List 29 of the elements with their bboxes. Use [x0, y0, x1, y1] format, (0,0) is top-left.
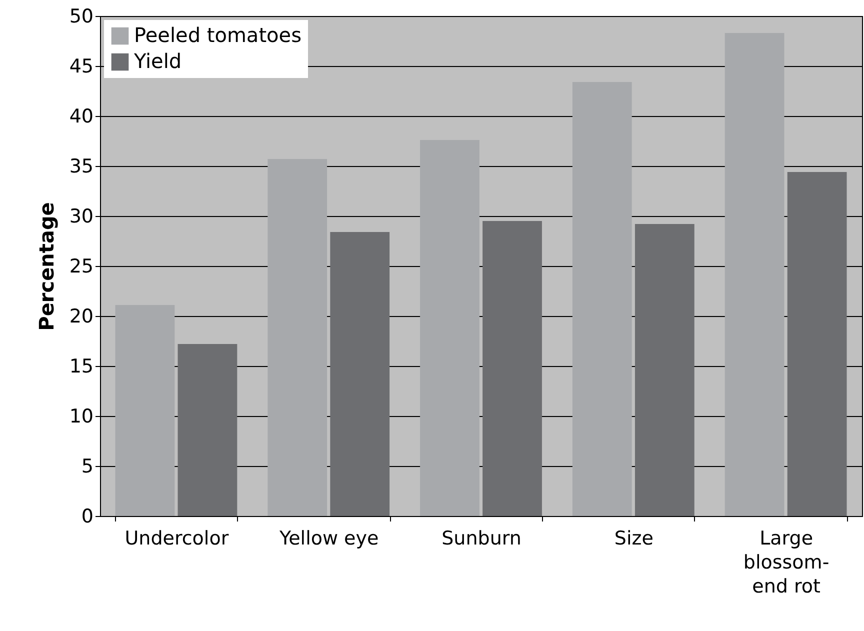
bar [268, 159, 328, 516]
y-tick-label: 45 [69, 56, 94, 78]
y-tick-label: 0 [81, 506, 94, 528]
bar [482, 221, 542, 516]
x-tick-label: Size [614, 528, 654, 550]
bar [178, 344, 238, 516]
y-tick-label: 15 [69, 356, 94, 378]
y-tick-label: 20 [69, 306, 94, 328]
y-tick-label: 40 [69, 106, 94, 128]
legend-label: Peeled tomatoes [134, 23, 302, 47]
bar [787, 172, 847, 516]
y-tick-label: 50 [69, 6, 94, 28]
bar [420, 140, 480, 516]
y-tick-label: 5 [81, 456, 94, 478]
legend-label: Yield [133, 49, 182, 73]
x-tick-label: Undercolor [124, 528, 229, 550]
bar [572, 82, 632, 516]
y-tick-label: 30 [69, 206, 94, 228]
y-axis-title: Percentage [34, 202, 58, 331]
x-tick-label: Yellow eye [278, 528, 379, 550]
bar [634, 224, 694, 516]
x-tick-label: Sunburn [442, 528, 522, 550]
x-tick-label: Large blossom-end rot [743, 528, 830, 598]
y-tick-label: 10 [69, 406, 94, 428]
y-tick-label: 35 [69, 156, 94, 178]
bar [724, 33, 784, 516]
y-tick-label: 25 [69, 256, 94, 278]
bar [330, 232, 390, 516]
bar [115, 305, 175, 516]
